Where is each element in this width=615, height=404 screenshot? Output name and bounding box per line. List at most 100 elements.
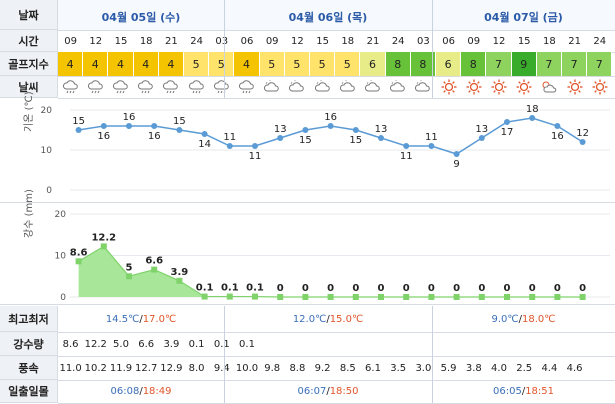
sun-icon: [512, 76, 537, 98]
sun-day-3: 06:05/18:51: [432, 380, 615, 403]
time-cell: 18: [139, 35, 153, 47]
sun-day-1-sep: /: [139, 386, 143, 397]
rain-icon: [83, 76, 108, 98]
sun-day-1: 06:08/18:49: [58, 380, 224, 403]
time-cell: 24: [593, 35, 607, 47]
sunrise-day-2: 06:07: [297, 386, 327, 397]
rain-amount-cell: 8.6: [62, 338, 79, 350]
temperature-point: [126, 123, 132, 129]
wind-speed-cell: 12.9: [160, 362, 183, 374]
wind-speed-cell: 11.9: [109, 362, 133, 374]
wind-speed-cell: 3.0: [415, 362, 432, 374]
row-header-wind: 풍속: [0, 356, 58, 380]
precip-value-label: 6.6: [145, 256, 163, 267]
sunrise-day-3: 06:05: [492, 386, 522, 397]
wind-speed-cell: 9.2: [314, 362, 331, 374]
wind-speed-cell: 4.6: [566, 362, 583, 374]
precip-value-label: 0: [478, 283, 485, 294]
rain-amount-cell: 5.0: [113, 338, 129, 350]
minmax-day-3: 9.0℃/18.0℃: [432, 306, 615, 332]
partly-cloudy-icon: [537, 76, 562, 98]
rain-amount-cell: [310, 332, 335, 356]
rain-icon: [209, 76, 234, 98]
precip-point: [529, 294, 536, 300]
golf-index-cell: 4: [234, 52, 260, 76]
cloud-icon: [360, 76, 385, 98]
precip-point: [277, 294, 284, 300]
golf-index-cell: 7: [562, 52, 588, 76]
precip-value-label: 12.2: [91, 232, 116, 243]
precip-point: [428, 294, 435, 300]
wind-speed-cell: 10.0: [235, 362, 259, 374]
row-header-golf: 골프지수: [0, 52, 58, 76]
minmax-row: [58, 306, 615, 333]
cloud-icon: [310, 76, 335, 98]
minmax-day-3-low: 9.0℃: [491, 313, 519, 325]
rain-amount-cell: 0.1: [188, 338, 205, 350]
precip-point: [327, 294, 334, 300]
wind-row: [58, 356, 615, 381]
time-cell: 21: [366, 35, 380, 47]
temperature-value-label: 17: [501, 127, 514, 138]
sunrise-day-1: 06:08: [110, 386, 140, 397]
time-cell: 15: [316, 35, 329, 47]
precip-chart-panel: [0, 202, 615, 305]
golf-index-cell: 5: [284, 52, 310, 76]
day-separator-2b: [432, 306, 433, 403]
precip-value-label: 0: [378, 283, 385, 294]
wind-speed-cell: 4.4: [541, 362, 558, 374]
time-cell: 24: [190, 35, 203, 47]
precip-tick-label: 10: [55, 252, 67, 262]
rain-icon: [159, 76, 184, 98]
minmax-day-1: 14.5℃/17.0℃: [58, 306, 224, 332]
temperature-value-label: 13: [375, 124, 388, 135]
cloud-icon: [386, 76, 411, 98]
temperature-value-label: 18: [526, 104, 539, 115]
rain-amount-cell: [537, 332, 562, 356]
sunset-day-1: 18:49: [142, 386, 172, 397]
day-header-1: [58, 0, 224, 31]
row-header-time: 시간: [0, 30, 58, 52]
row-header-wind-label: 풍속: [18, 361, 39, 375]
golf-index-cell: 7: [587, 52, 613, 76]
rain-icon: [58, 76, 83, 98]
wind-speed-cell: 8.5: [339, 362, 356, 374]
temperature-value-label: 16: [324, 112, 337, 123]
rain-amount-cell: [587, 332, 612, 356]
precip-value-label: 0: [428, 283, 435, 294]
temperature-value-label: 16: [148, 131, 161, 142]
precip-point: [579, 294, 586, 300]
precip-point: [126, 273, 132, 280]
time-cell: 15: [114, 35, 128, 47]
precip-point: [403, 294, 410, 300]
sun-day-2-sep: /: [326, 386, 330, 397]
precip-value-label: 0.1: [246, 283, 264, 294]
row-header-sun-label: 일출일몰: [8, 385, 49, 398]
precip-value-label: 0: [277, 283, 284, 294]
temperature-point: [403, 143, 410, 149]
temperature-point: [252, 143, 258, 149]
wind-speed-cell: 9.8: [264, 362, 281, 374]
temperature-point: [428, 143, 435, 149]
precip-point: [201, 293, 208, 300]
precip-value-label: 0: [554, 283, 561, 294]
temp-tick-label: 0: [46, 186, 52, 196]
wind-speed-cell: 6.1: [365, 362, 381, 374]
time-cell: 21: [568, 35, 581, 47]
temp-tick-label: 20: [41, 106, 53, 116]
temperature-point: [453, 151, 460, 157]
temperature-value-label: 13: [475, 124, 488, 135]
precip-value-label: 0.1: [221, 283, 239, 294]
time-cell: 18: [341, 35, 355, 47]
golf-index-cell: 4: [58, 52, 84, 76]
temperature-value-label: 11: [400, 151, 413, 162]
temperature-value-label: 9: [453, 159, 459, 170]
sun-icon: [436, 76, 461, 98]
day-separator-1: [224, 0, 225, 98]
precip-area: [78, 246, 583, 297]
wind-speed-cell: 12.7: [135, 362, 158, 374]
time-cell: 24: [391, 35, 405, 47]
wind-speed-cell: 10.2: [84, 362, 107, 374]
golf-index-cell: 9: [511, 52, 537, 76]
minmax-day-2-high: 15.0℃: [329, 313, 364, 325]
